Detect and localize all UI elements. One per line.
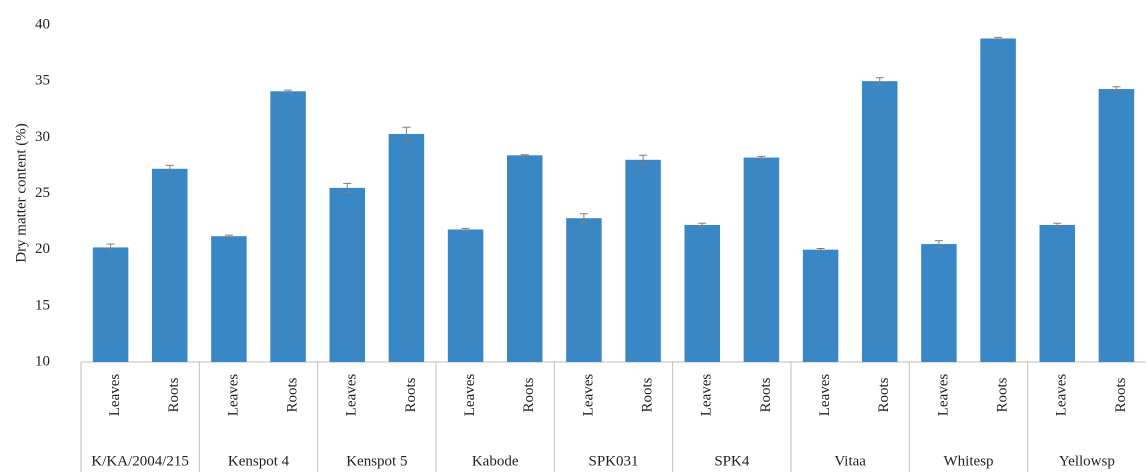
error-bar (994, 36, 1003, 41)
bar (447, 229, 484, 362)
x-tick-label: Leaves (1054, 374, 1070, 417)
bar (743, 157, 780, 362)
x-tick-label: Leaves (935, 374, 951, 417)
y-tick-label: 20 (35, 241, 50, 257)
group-label: SPK031 (588, 453, 638, 469)
group-label: Kenspot 4 (228, 453, 290, 469)
x-tick-label: Roots (285, 377, 301, 412)
bar (1098, 89, 1135, 362)
x-tick-label: Roots (166, 377, 182, 412)
error-bar (284, 89, 293, 93)
y-tick-label: 35 (35, 73, 50, 89)
y-tick-label: 40 (35, 16, 50, 32)
group-label: Yellowsp (1059, 453, 1115, 469)
x-tick-label: Roots (1113, 377, 1129, 412)
bar (388, 133, 425, 362)
bar (152, 168, 188, 362)
x-tick-label: Roots (640, 377, 656, 412)
error-bar (520, 154, 529, 157)
bar (625, 159, 661, 362)
bar (566, 218, 602, 362)
bar (270, 91, 306, 362)
x-tick-label: Leaves (344, 374, 360, 417)
y-tick-label: 30 (35, 129, 50, 145)
x-tick-label: Roots (876, 377, 892, 412)
error-bar (343, 182, 352, 193)
y-tick-label: 25 (35, 185, 50, 201)
x-tick-label: Roots (403, 377, 419, 412)
x-tick-label: Leaves (580, 374, 596, 417)
y-tick-label: 10 (35, 353, 50, 369)
error-bar (934, 240, 943, 248)
bar (921, 244, 957, 362)
x-tick-label: Roots (521, 377, 537, 412)
group-label: Vitaa (834, 453, 866, 469)
error-bar (165, 164, 174, 173)
x-tick-label: Roots (758, 377, 774, 412)
y-tick-label: 15 (35, 297, 50, 313)
error-bar (402, 126, 411, 142)
bar (1039, 224, 1075, 362)
bar (980, 38, 1016, 362)
x-tick-label: Leaves (817, 374, 833, 417)
error-bar (816, 248, 825, 252)
error-bar (106, 243, 115, 252)
y-axis-label: Dry matter content (%) (13, 123, 29, 263)
error-bar (698, 222, 707, 228)
error-bar (1053, 222, 1062, 228)
x-tick-label: Leaves (107, 374, 123, 417)
x-tick-label: Leaves (462, 374, 478, 417)
error-bar (461, 227, 470, 232)
error-bar (757, 155, 766, 160)
x-tick-label: Roots (995, 377, 1011, 412)
group-label: Kenspot 5 (346, 453, 407, 469)
bar (802, 249, 839, 362)
x-tick-label: Leaves (699, 374, 715, 417)
group-label: K/KA/2004/215 (91, 453, 189, 469)
group-label: Whitesp (944, 453, 994, 469)
group-label: SPK4 (714, 453, 750, 469)
bar (862, 81, 898, 363)
bar (92, 247, 129, 362)
group-label: Kabode (472, 453, 519, 469)
error-bar (224, 234, 233, 238)
bar (507, 155, 543, 362)
bar (684, 224, 720, 362)
error-bar (579, 213, 588, 224)
error-bar (1112, 86, 1121, 92)
bar (329, 187, 365, 362)
x-tick-label: Leaves (225, 374, 241, 417)
error-bar (639, 154, 648, 165)
error-bar (875, 77, 884, 86)
bar (211, 236, 247, 362)
